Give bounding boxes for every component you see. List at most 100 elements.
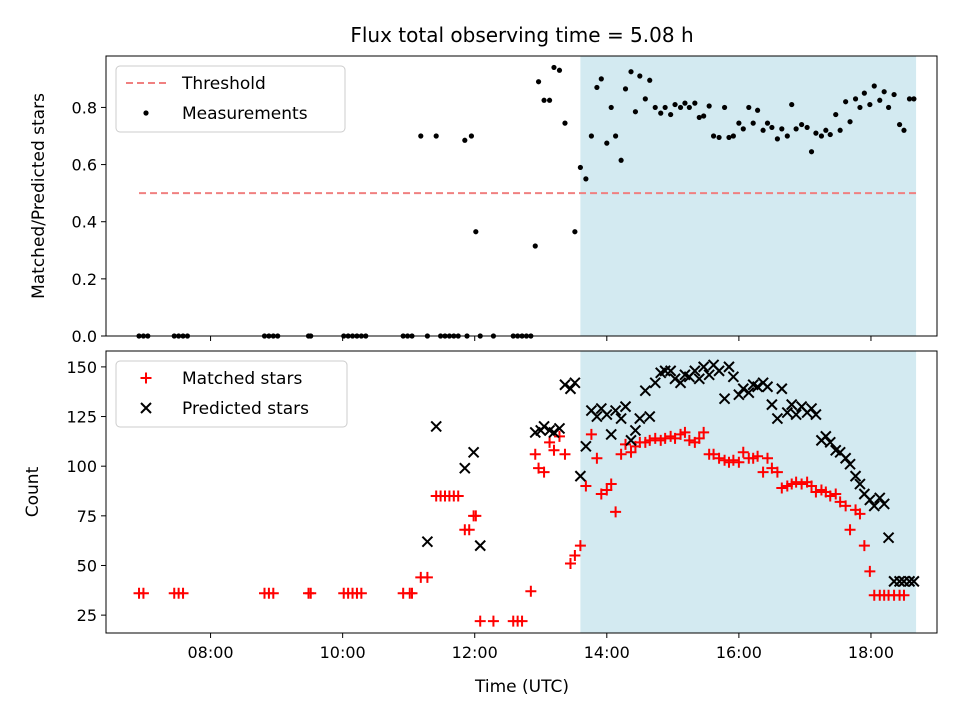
count-point bbox=[452, 490, 464, 502]
count-point bbox=[564, 383, 577, 395]
ratio-point bbox=[861, 90, 867, 96]
count-point bbox=[544, 436, 556, 448]
count-point bbox=[137, 587, 149, 599]
ratio-point bbox=[750, 120, 756, 126]
count-point bbox=[459, 462, 471, 474]
ratio-point bbox=[672, 101, 678, 108]
count-point bbox=[790, 408, 802, 421]
count-point bbox=[644, 434, 656, 446]
count-point bbox=[874, 492, 886, 504]
count-point bbox=[474, 539, 486, 552]
ratio-point bbox=[716, 134, 722, 141]
y-tick-label: 75 bbox=[77, 507, 97, 526]
ratio-point bbox=[877, 97, 883, 103]
ratio-point bbox=[881, 89, 887, 95]
count-point bbox=[908, 575, 920, 588]
plot-frame bbox=[105, 350, 938, 634]
ratio-point bbox=[843, 99, 849, 105]
count-point bbox=[806, 480, 818, 492]
count-point bbox=[733, 456, 745, 468]
count-point bbox=[634, 412, 646, 425]
count-point bbox=[708, 448, 720, 460]
ratio-point bbox=[613, 133, 619, 139]
series-predicted-stars bbox=[421, 359, 920, 588]
count-point bbox=[649, 377, 661, 389]
ratio-point bbox=[823, 127, 829, 133]
count-point bbox=[559, 379, 571, 391]
count-point bbox=[820, 430, 832, 443]
chart-title: Flux total observing time = 5.08 h bbox=[350, 23, 693, 47]
ratio-point bbox=[658, 110, 664, 116]
y-tick-label: 50 bbox=[77, 556, 97, 575]
plot-frame bbox=[105, 55, 938, 337]
count-point bbox=[574, 470, 587, 482]
ratio-point bbox=[632, 109, 639, 115]
count-point bbox=[834, 496, 846, 508]
count-point bbox=[609, 404, 622, 417]
count-point bbox=[669, 432, 681, 444]
count-point bbox=[898, 589, 910, 601]
y-tick-label: 0.8 bbox=[72, 98, 97, 117]
observing-window-shade bbox=[580, 56, 917, 336]
ratio-point bbox=[668, 111, 674, 118]
legend-label: Predicted stars bbox=[182, 399, 309, 419]
count-point bbox=[723, 361, 735, 373]
count-point bbox=[854, 478, 866, 490]
count-point bbox=[810, 486, 822, 498]
count-point bbox=[674, 377, 687, 389]
y-tick-label: 125 bbox=[66, 408, 97, 427]
ratio-point bbox=[852, 96, 859, 102]
count-point bbox=[580, 480, 592, 492]
ratio-point bbox=[473, 229, 479, 235]
ratio-point bbox=[774, 136, 781, 142]
count-point bbox=[766, 398, 778, 411]
y-tick-label: 150 bbox=[66, 358, 97, 377]
ratio-point bbox=[462, 137, 468, 143]
ratio-point bbox=[808, 149, 815, 155]
count-point bbox=[839, 452, 852, 464]
x-tick-label: 08:00 bbox=[188, 643, 234, 662]
count-point bbox=[548, 426, 560, 439]
count-point bbox=[737, 383, 749, 395]
ratio-point bbox=[721, 104, 728, 111]
count-point bbox=[840, 500, 852, 512]
ratio-point bbox=[871, 83, 877, 89]
series-matched-stars bbox=[133, 426, 910, 627]
count-point bbox=[854, 508, 866, 520]
ratio-point bbox=[588, 133, 594, 139]
count-point bbox=[882, 531, 895, 544]
ratio-point bbox=[418, 133, 424, 139]
y-tick-label: 0.0 bbox=[72, 327, 97, 346]
count-point bbox=[615, 412, 627, 425]
ratio-point bbox=[813, 130, 819, 136]
count-point bbox=[864, 565, 876, 577]
count-point bbox=[430, 420, 442, 433]
ratio-point bbox=[637, 73, 643, 79]
ratio-point bbox=[710, 133, 717, 139]
y-axis-label: Matched/Predicted stars bbox=[29, 93, 49, 299]
count-point bbox=[733, 388, 745, 401]
ratio-point bbox=[647, 77, 653, 83]
ratio-point bbox=[598, 76, 604, 82]
count-point bbox=[693, 373, 705, 385]
ratio-point bbox=[608, 104, 614, 111]
count-point bbox=[574, 540, 586, 552]
count-point bbox=[585, 428, 597, 440]
count-point bbox=[683, 434, 695, 446]
count-point bbox=[610, 506, 622, 518]
x-tick-label: 14:00 bbox=[584, 643, 630, 662]
count-point bbox=[625, 446, 637, 458]
count-point bbox=[529, 448, 541, 460]
panel-counts: 25 50 75 100 125 150 08:00 10:00 12:00 14:00 16:00… bbox=[23, 350, 938, 662]
count-point bbox=[776, 482, 788, 494]
ratio-point bbox=[837, 127, 843, 133]
ratio-point bbox=[833, 111, 839, 118]
ratio-point bbox=[769, 124, 775, 131]
ratio-point bbox=[857, 104, 863, 111]
legend-label: Measurements bbox=[182, 104, 308, 124]
count-point bbox=[421, 535, 434, 548]
count-point bbox=[796, 478, 808, 490]
ratio-point bbox=[594, 84, 600, 91]
count-point bbox=[824, 436, 836, 449]
count-point bbox=[564, 557, 576, 569]
